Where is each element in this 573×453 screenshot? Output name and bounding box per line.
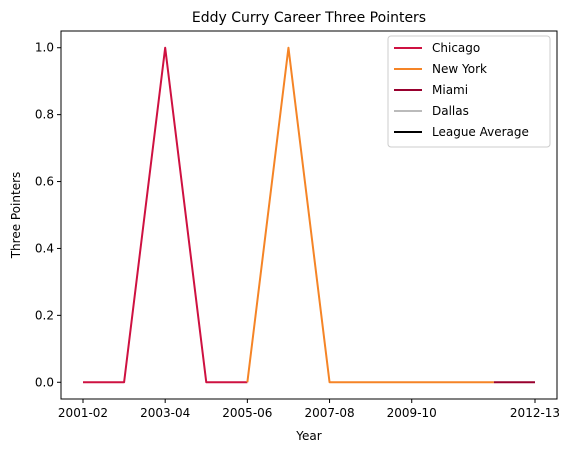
y-tick-label: 0.6 [35,175,54,189]
legend-label: Miami [432,83,468,97]
x-tick-label: 2001-02 [58,406,108,420]
y-tick-label: 1.0 [35,41,54,55]
y-tick-label: 0.2 [35,308,54,322]
legend-label: League Average [432,125,529,139]
x-tick-label: 2005-06 [222,406,272,420]
x-axis-label: Year [295,429,321,443]
y-axis-ticks: 0.0 0.2 0.4 0.6 0.8 1.0 [35,41,61,389]
x-tick-label: 2012-13 [510,406,560,420]
x-tick-label: 2003-04 [140,406,190,420]
series-lines [83,46,535,384]
x-tick-label: 2009-10 [387,406,437,420]
legend-label: Dallas [432,104,469,118]
series-line-chicago [83,46,248,384]
x-axis-ticks: 2001-02 2003-04 2005-06 2007-08 2009-10 2012-… [58,399,560,420]
x-tick-label: 2007-08 [304,406,354,420]
y-tick-label: 0.8 [35,108,54,122]
chart-title: Eddy Curry Career Three Pointers [192,10,426,26]
legend-box [387,35,551,148]
series-line-new-york [246,46,494,384]
legend-label: Chicago [432,41,480,55]
y-axis-label: Three Pointers [9,172,23,260]
legend-label: New York [432,62,487,76]
legend: Chicago New York Miami Dallas League Average [387,35,551,148]
y-tick-label: 0.0 [35,375,54,389]
y-tick-label: 0.4 [35,241,54,255]
